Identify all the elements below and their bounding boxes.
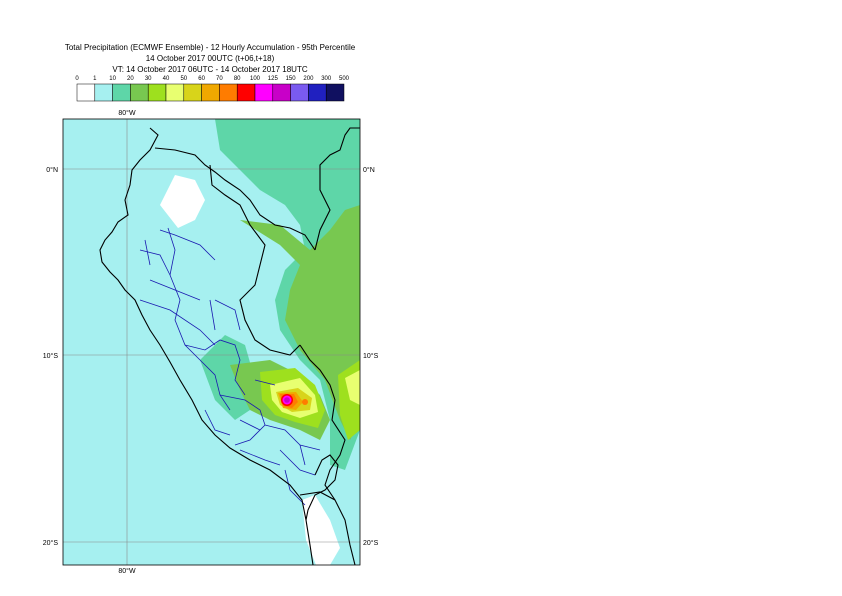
map-frame xyxy=(62,118,361,566)
map-frame-content xyxy=(63,119,360,565)
band-10-20 xyxy=(215,119,360,470)
lon-label-bottom: 80°W xyxy=(118,567,136,575)
title-line-1: Total Precipitation (ECMWF Ensemble) - 1… xyxy=(64,43,356,52)
legend-threshold-label: 10 xyxy=(109,76,116,82)
lat-label-left-20s: 20°S xyxy=(43,539,59,547)
band-20-30 xyxy=(240,205,360,440)
band-10-20-b xyxy=(200,335,255,420)
region-boundaries xyxy=(139,227,321,506)
legend-threshold-label: 300 xyxy=(321,76,332,82)
precipitation-legend: 0 1 10 20 30 40 50 60 70 80 100 125 150 200 300 500 xyxy=(75,76,350,102)
lat-label-left-0: 0°N xyxy=(46,166,58,174)
legend-threshold-label: 1 xyxy=(93,76,97,82)
lat-label-right-10s: 10°S xyxy=(363,352,379,360)
legend-threshold-label: 70 xyxy=(216,76,223,82)
country-borders xyxy=(99,127,360,565)
lat-label-right-20s: 20°S xyxy=(363,539,379,547)
legend-swatch xyxy=(325,83,345,102)
legend-threshold-label: 125 xyxy=(268,76,279,82)
legend-threshold-label: 50 xyxy=(180,76,187,82)
legend-threshold-label: 200 xyxy=(303,76,314,82)
legend-threshold-label: 20 xyxy=(127,76,134,82)
band-125-150 xyxy=(284,397,290,403)
legend-threshold-label: 100 xyxy=(250,76,261,82)
dry-strip-south xyxy=(302,495,340,565)
legend-threshold-label: 60 xyxy=(198,76,205,82)
lat-label-right-0: 0°N xyxy=(363,166,375,174)
band-40-50-b xyxy=(345,370,360,405)
legend-threshold-label: 500 xyxy=(339,76,350,82)
title-line-3: VT: 14 October 2017 06UTC - 14 October 2… xyxy=(112,65,308,74)
legend-threshold-label: 150 xyxy=(286,76,297,82)
secondary-maximum xyxy=(302,399,308,405)
dry-patch xyxy=(160,175,205,228)
legend-threshold-label: 40 xyxy=(163,76,170,82)
lat-label-left-10s: 10°S xyxy=(43,352,59,360)
legend-threshold-label: 0 xyxy=(75,76,79,82)
lon-label-top: 80°W xyxy=(118,109,136,117)
legend-threshold-label: 80 xyxy=(234,76,241,82)
title-line-2: 14 October 2017 00UTC (t+06,t+18) xyxy=(145,54,275,63)
legend-threshold-label: 30 xyxy=(145,76,152,82)
